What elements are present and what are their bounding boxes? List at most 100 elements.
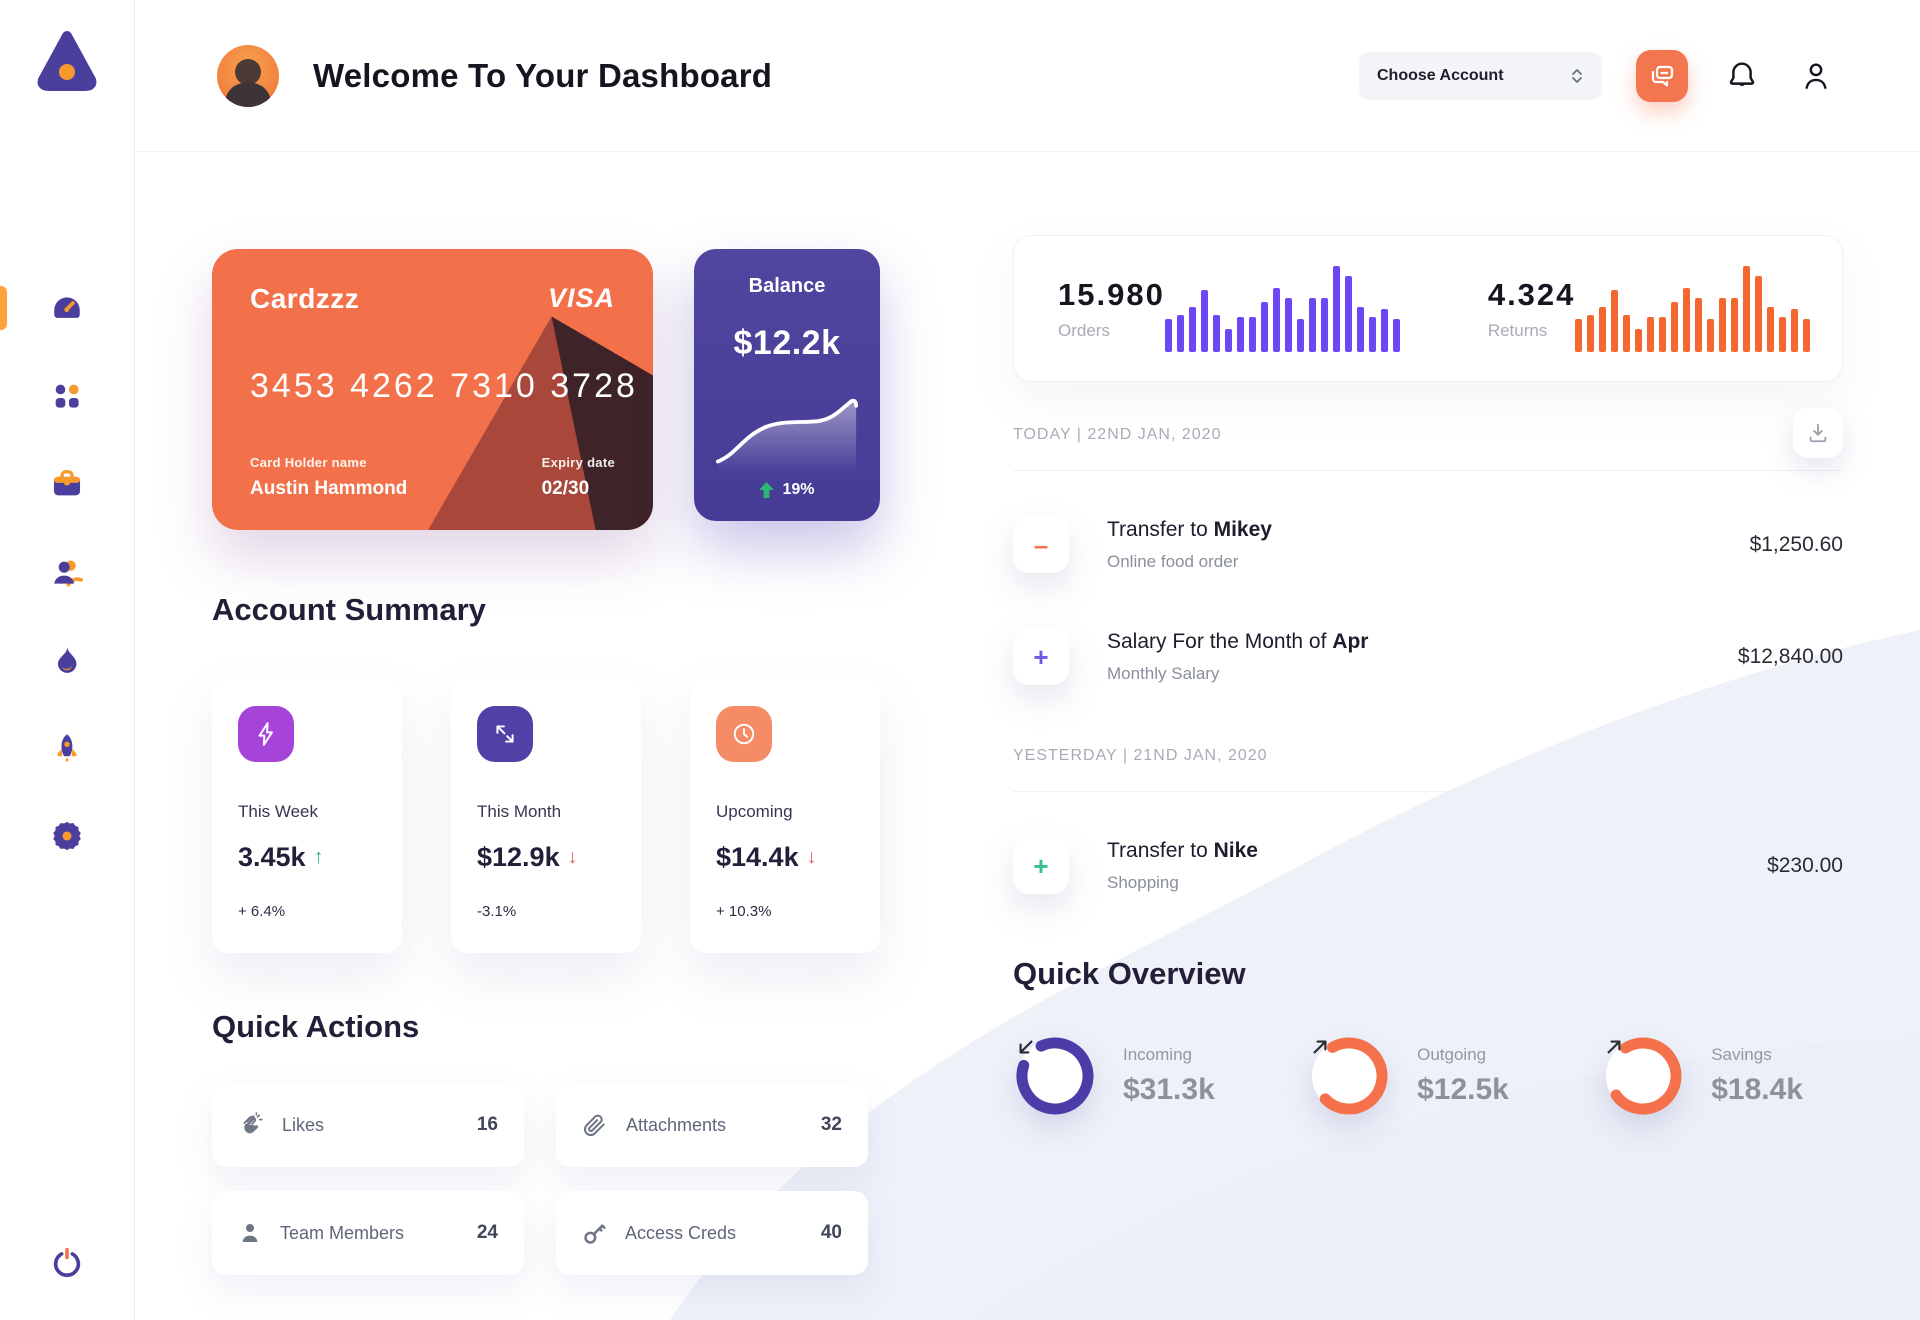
key-icon [584, 1223, 606, 1244]
card-holder-name: Austin Hammond [250, 478, 408, 499]
today-header: TODAY | 22ND JAN, 2020 [1013, 408, 1843, 458]
triangle-logo-icon [37, 31, 97, 91]
orders-bars [1164, 265, 1400, 352]
orders-label: Orders [1058, 320, 1110, 340]
sidebar-item-launch[interactable] [0, 730, 135, 766]
account-select[interactable]: Choose Account [1359, 51, 1602, 100]
profile-button[interactable] [1796, 56, 1836, 96]
card-expiry-label: Expiry date [541, 455, 615, 470]
paperclip-icon [584, 1114, 605, 1136]
quick-action-access-creds[interactable]: Access Creds 40 [556, 1191, 868, 1275]
sidebar-item-team[interactable] [0, 554, 135, 590]
arrow-up-right-icon [1607, 1040, 1621, 1054]
credit-card: Cardzzz VISA 3453 4262 7310 3728 Card Ho… [212, 249, 653, 530]
header: Welcome To Your Dashboard Choose Account [135, 0, 1920, 152]
arrow-down-left-icon [1019, 1040, 1033, 1054]
bell-icon [1729, 61, 1755, 86]
select-chevrons-icon [1572, 68, 1582, 83]
balance-change: 19% [759, 481, 815, 499]
card-number: 3453 4262 7310 3728 [250, 367, 638, 405]
download-button[interactable] [1793, 408, 1843, 458]
left-column: Cardzzz VISA 3453 4262 7310 3728 Card Ho… [212, 249, 880, 1275]
plus-icon: + [1013, 629, 1069, 685]
returns-stat: 4.324 Returns [1444, 265, 1855, 352]
outgoing-donut [1307, 1034, 1391, 1118]
sidebar-item-portfolio[interactable] [0, 466, 135, 502]
trend-down-arrow: ↓ [806, 846, 817, 868]
orders-stat: 15.980 Orders [1014, 265, 1444, 352]
sidebar [0, 0, 135, 1320]
balance-value: $12.2k [733, 324, 841, 362]
right-column: 15.980 Orders 4.324 Returns TODAY | 22ND… [1013, 235, 1843, 1118]
member-icon [242, 1224, 258, 1242]
background-wave [670, 630, 1920, 1320]
balance-card: Balance $12.2k [694, 249, 880, 521]
balance-title: Balance [748, 275, 826, 297]
savings-donut [1601, 1034, 1685, 1118]
transaction-amount: $1,250.60 [1749, 533, 1843, 556]
incoming-donut [1013, 1034, 1097, 1118]
flame-icon [57, 646, 77, 673]
sidebar-nav [0, 286, 135, 854]
overview-incoming: Incoming $31.3k [1013, 1034, 1215, 1118]
main-content: Cardzzz VISA 3453 4262 7310 3728 Card Ho… [135, 152, 1920, 1320]
user-icon [1805, 62, 1827, 89]
transaction-amount: $230.00 [1767, 854, 1843, 877]
quick-actions-title: Quick Actions [212, 1009, 420, 1044]
rocket-icon [57, 734, 77, 762]
cards-row: Cardzzz VISA 3453 4262 7310 3728 Card Ho… [212, 249, 880, 530]
clap-icon [243, 1112, 263, 1134]
notifications-button[interactable] [1722, 56, 1762, 96]
card-holder-label: Card Holder name [250, 455, 367, 470]
chat-icon [1651, 65, 1674, 86]
trend-down-arrow: ↓ [567, 846, 578, 868]
overview-outgoing: Outgoing $12.5k [1307, 1034, 1509, 1118]
quick-action-likes[interactable]: Likes 16 [212, 1083, 524, 1167]
account-summary-title: Account Summary [212, 592, 486, 627]
transaction-row-nike[interactable]: + Transfer to Nike Shopping $230.00 [1013, 838, 1843, 894]
quick-overview-title: Quick Overview [1013, 956, 1246, 991]
yesterday-header: YESTERDAY | 21ND JAN, 2020 [1013, 747, 1843, 765]
balance-sparkline [715, 398, 859, 473]
header-actions: Choose Account [1359, 49, 1836, 102]
download-icon [1809, 423, 1827, 443]
summary-card-upcoming: Upcoming $14.4k ↓ + 10.3% [690, 678, 880, 953]
arrows-icon [477, 706, 533, 762]
transaction-amount: $12,840.00 [1737, 645, 1843, 668]
power-icon [53, 1247, 81, 1278]
sidebar-item-activity[interactable] [0, 642, 135, 678]
quick-overview-row: Incoming $31.3k [1013, 1034, 1843, 1118]
account-select-label: Choose Account [1377, 66, 1504, 84]
active-indicator [0, 286, 7, 330]
app-logo [32, 26, 102, 96]
dashboard-gauge-icon [54, 297, 80, 318]
card-expiry: 02/30 [541, 478, 590, 499]
messages-button[interactable] [1636, 49, 1688, 102]
overview-savings: Savings $18.4k [1601, 1034, 1803, 1118]
transaction-row-mikey[interactable]: – Transfer to Mikey Online food order $1… [1013, 517, 1843, 573]
sidebar-item-dashboard[interactable] [0, 286, 135, 330]
divider [1013, 470, 1843, 471]
visa-logo: VISA [547, 283, 615, 313]
arrow-up-right-icon [1313, 1040, 1327, 1054]
clock-icon [716, 706, 772, 762]
briefcase-icon [53, 470, 81, 496]
sidebar-item-settings[interactable] [0, 818, 135, 854]
sidebar-item-logout[interactable] [0, 1246, 134, 1280]
summary-card-week: This Week 3.45k ↑ + 6.4% [212, 678, 402, 953]
minus-icon: – [1013, 517, 1069, 573]
gear-icon [53, 821, 81, 851]
apps-grid-icon [55, 384, 79, 408]
quick-action-team-members[interactable]: Team Members 24 [212, 1191, 524, 1275]
sidebar-item-apps[interactable] [0, 378, 135, 414]
returns-value: 4.324 [1487, 276, 1576, 312]
user-avatar[interactable] [217, 44, 279, 107]
lightning-icon [238, 706, 294, 762]
quick-action-attachments[interactable]: Attachments 32 [556, 1083, 868, 1167]
yesterday-date-label: YESTERDAY | 21ND JAN, 2020 [1013, 747, 1268, 764]
trend-up-arrow: ↑ [313, 846, 324, 868]
today-date-label: TODAY | 22ND JAN, 2020 [1013, 426, 1222, 443]
quick-actions-grid: Likes 16 Attachments 32 Team Members [212, 1083, 880, 1275]
transaction-row-salary[interactable]: + Salary For the Month of Apr Monthly Sa… [1013, 629, 1843, 685]
